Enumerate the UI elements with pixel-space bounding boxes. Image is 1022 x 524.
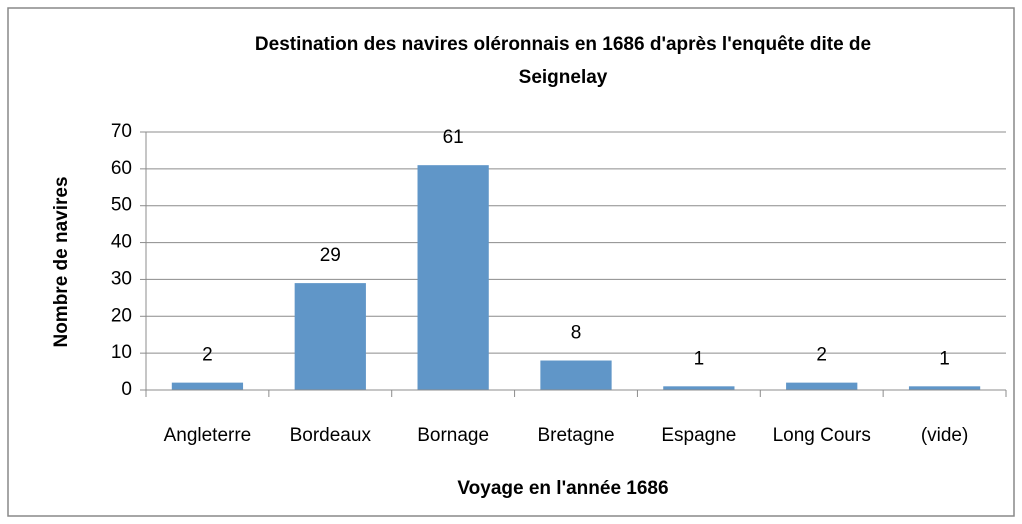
x-tick-label: Long Cours [773, 425, 871, 446]
x-tick-label: Bornage [417, 425, 489, 446]
bar [786, 382, 858, 390]
bar [663, 386, 735, 390]
y-tick-label: 50 [111, 195, 132, 216]
chart-title-line-1: Destination des navires oléronnais en 16… [255, 34, 871, 55]
data-label: 61 [443, 127, 464, 148]
bar [417, 165, 489, 390]
bar [171, 382, 244, 390]
data-label: 8 [571, 323, 582, 344]
bar [908, 386, 981, 390]
x-tick-label: Bordeaux [290, 425, 372, 446]
y-tick-label: 10 [111, 342, 132, 363]
x-tick-label: Espagne [661, 425, 736, 446]
bar [294, 283, 366, 390]
y-tick-label: 20 [111, 305, 132, 326]
x-tick-label: (vide) [921, 425, 969, 446]
y-tick-label: 40 [111, 232, 132, 253]
data-label: 29 [320, 245, 341, 266]
data-label: 2 [816, 345, 827, 366]
chart-border [7, 7, 1015, 517]
bar [540, 360, 612, 390]
data-label: 2 [202, 345, 213, 366]
x-axis-title: Voyage en l'année 1686 [457, 478, 668, 499]
chart-title-line-2: Seignelay [519, 67, 608, 88]
y-tick-label: 60 [111, 158, 132, 179]
y-tick-label: 30 [111, 268, 132, 289]
x-tick-label: Angleterre [164, 425, 252, 446]
y-tick-label: 70 [111, 121, 132, 142]
x-tick-label: Bretagne [537, 425, 614, 446]
y-tick-label: 0 [121, 379, 132, 400]
data-label: 1 [939, 348, 950, 369]
y-axis-title: Nombre de navires [51, 176, 72, 347]
data-label: 1 [694, 348, 705, 369]
